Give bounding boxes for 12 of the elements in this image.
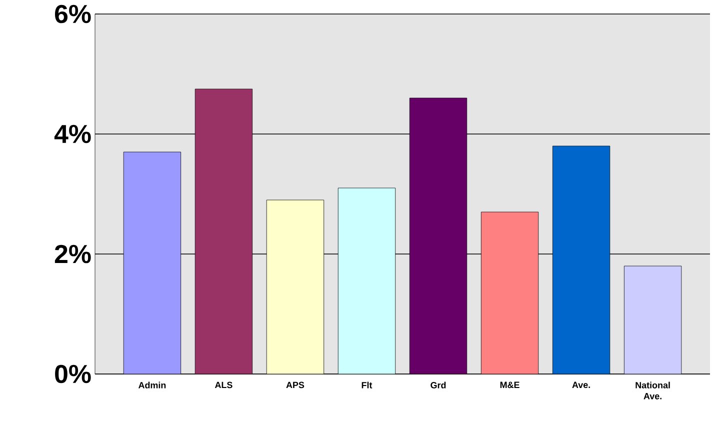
x-tick-label: National Ave. xyxy=(636,382,670,400)
x-tick-label: Grd xyxy=(430,382,446,388)
y-tick-label: 0% xyxy=(55,364,91,384)
x-tick-label: ALS xyxy=(214,382,232,388)
x-tick-label: Flt xyxy=(362,382,372,388)
y-tick-label: 2% xyxy=(54,244,91,264)
x-tick-label: M&E xyxy=(500,382,520,388)
x-tick-label: Admin xyxy=(138,382,166,388)
x-tick-label: APS xyxy=(286,382,304,388)
y-tick-label: 4% xyxy=(54,124,91,144)
y-tick-label: 6% xyxy=(54,4,91,24)
x-tick-label: Ave. xyxy=(572,382,590,388)
